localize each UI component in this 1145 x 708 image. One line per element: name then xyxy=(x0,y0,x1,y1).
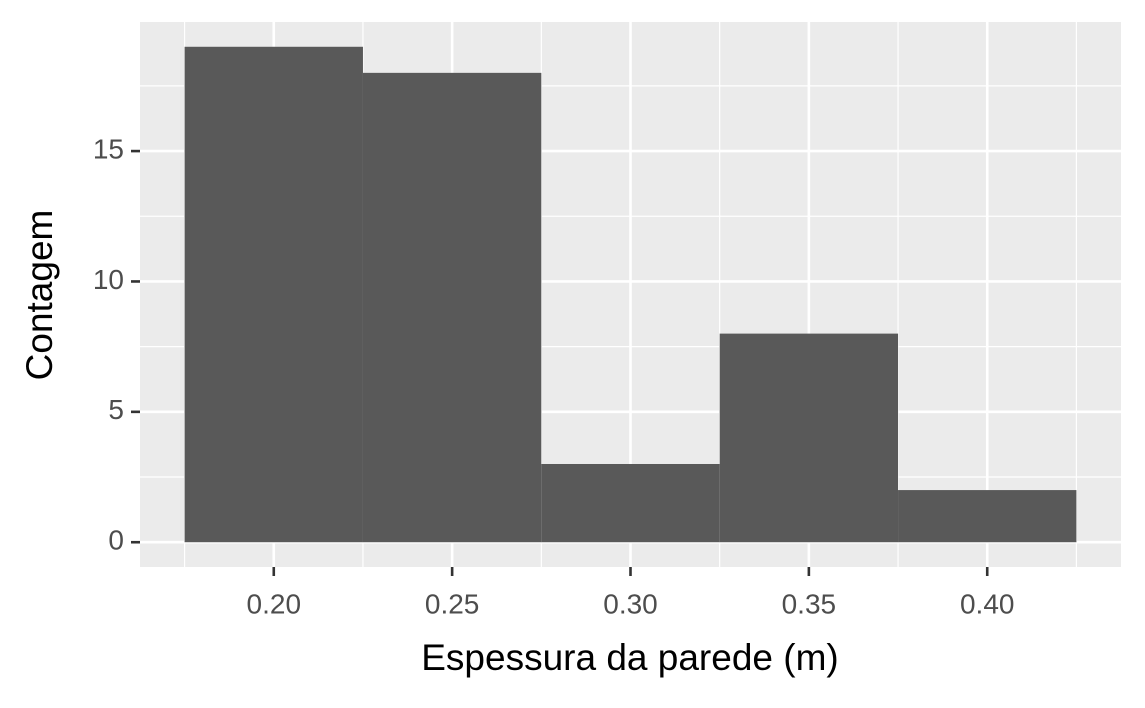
y-tick-label: 0 xyxy=(108,525,124,556)
x-tick-label: 0.40 xyxy=(960,588,1015,619)
y-tick-label: 15 xyxy=(93,133,124,164)
bar xyxy=(541,463,720,543)
y-axis-title: Contagem xyxy=(19,210,60,381)
x-tick-label: 0.20 xyxy=(247,588,302,619)
bar xyxy=(719,333,899,543)
y-tick-label: 10 xyxy=(93,264,124,295)
x-tick-label: 0.25 xyxy=(425,588,480,619)
bar xyxy=(362,72,542,543)
x-axis-title: Espessura da parede (m) xyxy=(421,637,838,678)
bar xyxy=(898,490,1077,543)
bar xyxy=(184,46,363,543)
x-tick-label: 0.35 xyxy=(782,588,837,619)
x-tick-label: 0.30 xyxy=(603,588,658,619)
y-tick-label: 5 xyxy=(108,394,124,425)
